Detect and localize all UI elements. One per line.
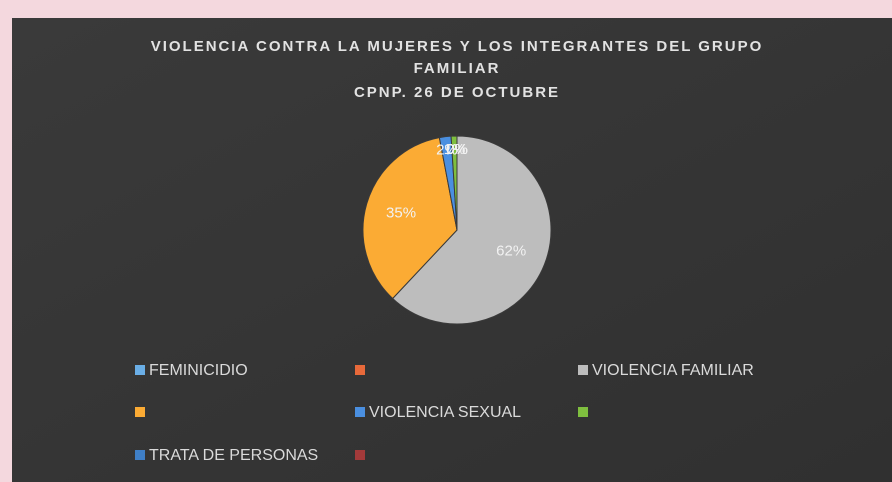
data-label: 0% [446, 141, 468, 158]
legend-swatch [135, 407, 145, 417]
chart-title: VIOLENCIA CONTRA LA MUJERES Y LOS INTEGR… [151, 38, 764, 55]
legend-label: VIOLENCIA FAMILIAR [592, 362, 754, 379]
data-label: 0% [446, 141, 468, 158]
data-label: 0% [446, 141, 468, 158]
legend-swatch [578, 365, 588, 375]
data-label: 1% [444, 141, 466, 158]
pie-slice [391, 135, 552, 325]
chart-title: FAMILIAR [414, 60, 501, 77]
legend-swatch [355, 365, 365, 375]
data-label: 62% [496, 242, 526, 259]
legend-swatch [355, 450, 365, 460]
data-label: 2% [436, 142, 458, 159]
legend-swatch [135, 450, 145, 460]
legend-label: FEMINICIDIO [149, 362, 248, 379]
pie-slice [362, 137, 458, 300]
legend-swatch [355, 407, 365, 417]
data-label: 35% [386, 205, 416, 222]
data-label: 0% [446, 141, 468, 158]
chart-subtitle: CPNP. 26 DE OCTUBRE [354, 84, 560, 101]
legend-label: TRATA DE PERSONAS [149, 447, 318, 464]
legend-label: VIOLENCIA SEXUAL [369, 404, 521, 421]
legend-swatch [578, 407, 588, 417]
legend-swatch [135, 365, 145, 375]
